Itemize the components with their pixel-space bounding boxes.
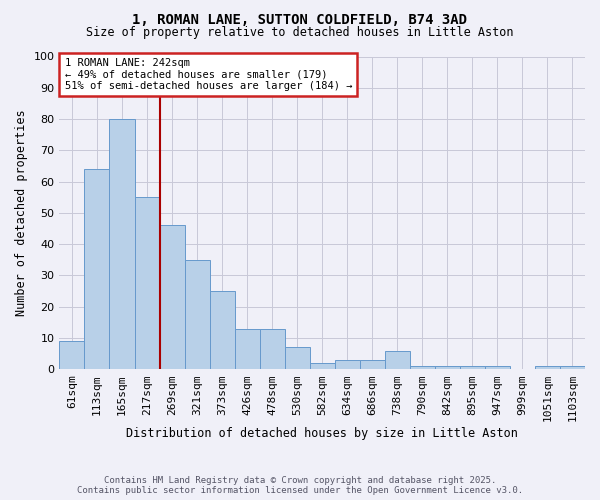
X-axis label: Distribution of detached houses by size in Little Aston: Distribution of detached houses by size … (126, 427, 518, 440)
Bar (310, 363, 335, 370)
Text: Contains HM Land Registry data © Crown copyright and database right 2025.
Contai: Contains HM Land Registry data © Crown c… (77, 476, 523, 495)
Text: Size of property relative to detached houses in Little Aston: Size of property relative to detached ho… (86, 26, 514, 39)
Bar (209, 291, 235, 370)
Bar (235, 328, 260, 370)
Bar (59, 341, 85, 370)
Bar (109, 119, 134, 370)
Text: 1 ROMAN LANE: 242sqm
← 49% of detached houses are smaller (179)
51% of semi-deta: 1 ROMAN LANE: 242sqm ← 49% of detached h… (65, 58, 352, 92)
Y-axis label: Number of detached properties: Number of detached properties (15, 110, 28, 316)
Bar (460, 366, 485, 370)
Bar (560, 366, 585, 370)
Bar (260, 328, 284, 370)
Bar (535, 366, 560, 370)
Bar (284, 348, 310, 370)
Bar (435, 366, 460, 370)
Bar (85, 169, 109, 370)
Bar (485, 366, 510, 370)
Bar (385, 350, 410, 370)
Bar (410, 366, 435, 370)
Text: 1, ROMAN LANE, SUTTON COLDFIELD, B74 3AD: 1, ROMAN LANE, SUTTON COLDFIELD, B74 3AD (133, 12, 467, 26)
Bar (134, 198, 160, 370)
Bar (160, 226, 185, 370)
Bar (360, 360, 385, 370)
Bar (185, 260, 209, 370)
Bar (335, 360, 360, 370)
